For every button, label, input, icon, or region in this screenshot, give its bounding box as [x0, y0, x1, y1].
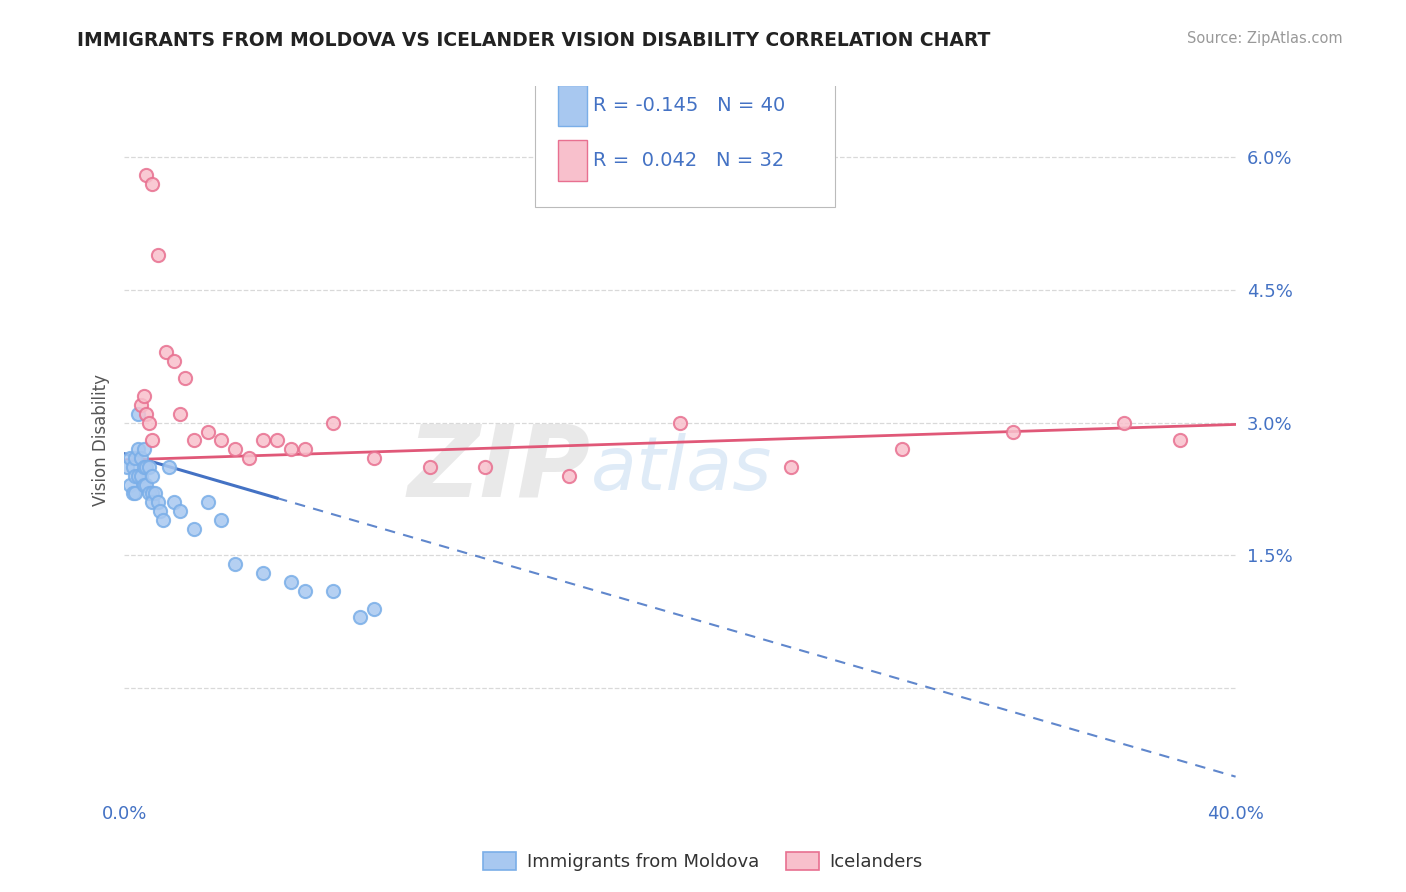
Point: [124, 486, 146, 500]
Point: [118, 451, 141, 466]
Point: [127, 407, 149, 421]
Text: IMMIGRANTS FROM MOLDOVA VS ICELANDER VISION DISABILITY CORRELATION CHART: IMMIGRANTS FROM MOLDOVA VS ICELANDER VIS…: [77, 31, 991, 50]
Point: [127, 442, 149, 457]
Point: [141, 434, 163, 448]
Point: [132, 442, 155, 457]
Point: [132, 459, 155, 474]
Point: [280, 574, 302, 589]
Point: [294, 442, 316, 457]
Point: [197, 495, 219, 509]
Point: [135, 168, 157, 182]
Point: [891, 442, 914, 457]
Text: R =  0.042   N = 32: R = 0.042 N = 32: [593, 151, 785, 169]
Point: [132, 389, 155, 403]
Point: [183, 522, 205, 536]
Point: [152, 513, 174, 527]
Point: [1114, 416, 1136, 430]
Point: [211, 513, 233, 527]
Point: [169, 504, 191, 518]
Point: [183, 434, 205, 448]
Point: [141, 177, 163, 191]
Text: Source: ZipAtlas.com: Source: ZipAtlas.com: [1187, 31, 1343, 46]
Text: ZIP: ZIP: [408, 420, 591, 517]
Y-axis label: Vision Disability: Vision Disability: [93, 375, 110, 507]
Point: [121, 459, 143, 474]
Text: R = -0.145   N = 40: R = -0.145 N = 40: [593, 96, 786, 115]
FancyBboxPatch shape: [536, 83, 835, 207]
Point: [141, 495, 163, 509]
Point: [252, 434, 274, 448]
Point: [135, 477, 157, 491]
Point: [143, 486, 166, 500]
Point: [146, 495, 169, 509]
Point: [294, 583, 316, 598]
Point: [155, 344, 177, 359]
Point: [174, 371, 197, 385]
Point: [322, 583, 344, 598]
Point: [163, 495, 186, 509]
Point: [149, 504, 172, 518]
Point: [141, 468, 163, 483]
Point: [197, 425, 219, 439]
Point: [322, 416, 344, 430]
Point: [211, 434, 233, 448]
Point: [363, 451, 385, 466]
Point: [135, 407, 157, 421]
Point: [124, 451, 146, 466]
Point: [129, 451, 152, 466]
Point: [419, 459, 441, 474]
Point: [238, 451, 260, 466]
Point: [132, 477, 155, 491]
Point: [138, 459, 160, 474]
Text: atlas: atlas: [591, 433, 772, 505]
Point: [118, 477, 141, 491]
Point: [1002, 425, 1025, 439]
Point: [169, 407, 191, 421]
Point: [138, 486, 160, 500]
FancyBboxPatch shape: [558, 139, 586, 181]
Point: [224, 442, 246, 457]
Point: [129, 468, 152, 483]
Point: [138, 416, 160, 430]
Point: [115, 459, 138, 474]
Point: [669, 416, 692, 430]
Point: [157, 459, 180, 474]
Legend: Immigrants from Moldova, Icelanders: Immigrants from Moldova, Icelanders: [477, 845, 929, 879]
Point: [349, 610, 371, 624]
Point: [1168, 434, 1191, 448]
Point: [363, 601, 385, 615]
Point: [146, 247, 169, 261]
Point: [135, 459, 157, 474]
Point: [558, 468, 581, 483]
Point: [124, 468, 146, 483]
Point: [474, 459, 496, 474]
FancyBboxPatch shape: [558, 85, 586, 127]
Point: [280, 442, 302, 457]
Point: [252, 566, 274, 581]
Point: [780, 459, 803, 474]
Point: [266, 434, 288, 448]
Point: [127, 468, 149, 483]
Point: [224, 558, 246, 572]
Point: [129, 398, 152, 412]
Point: [121, 486, 143, 500]
Point: [163, 353, 186, 368]
Point: [141, 486, 163, 500]
